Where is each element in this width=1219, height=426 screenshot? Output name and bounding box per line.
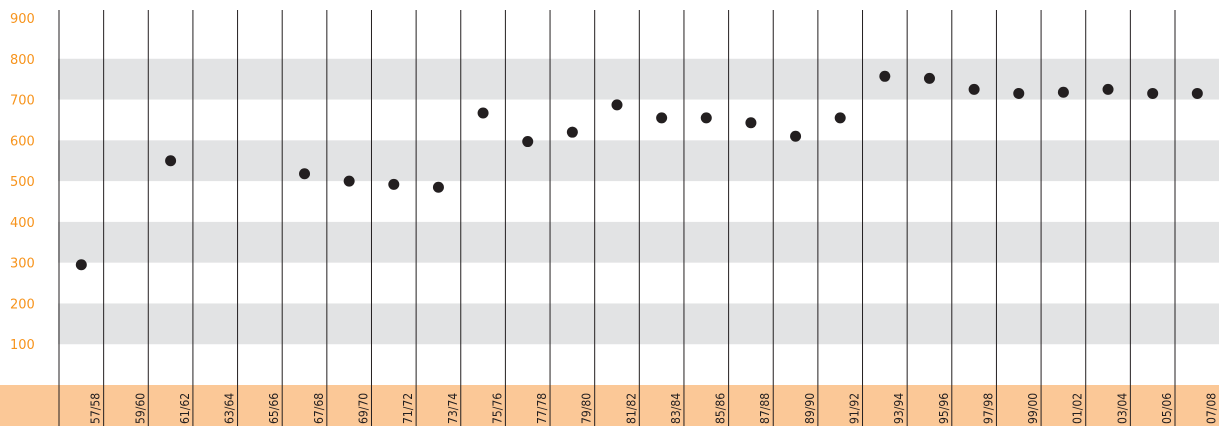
x-tick-label: 73/74 xyxy=(446,393,460,424)
data-point-83/84 xyxy=(656,112,668,124)
x-tick-label: 03/04 xyxy=(1115,393,1129,424)
x-tick-label: 89/90 xyxy=(803,393,817,424)
y-tick-label: 900 xyxy=(10,12,35,27)
band-500-600 xyxy=(58,140,1219,182)
data-point-91/92 xyxy=(834,112,846,124)
x-tick-label: 71/72 xyxy=(401,393,415,424)
x-tick-label: 99/00 xyxy=(1026,393,1040,424)
x-tick-label: 63/64 xyxy=(223,393,237,424)
data-point-81/82 xyxy=(611,99,623,111)
x-tick-label: 07/08 xyxy=(1205,393,1219,424)
data-point-87/88 xyxy=(745,117,757,129)
x-tick-label: 01/02 xyxy=(1071,393,1085,424)
data-point-67/68 xyxy=(299,168,311,180)
x-tick-label: 69/70 xyxy=(356,393,370,424)
y-tick-label: 800 xyxy=(10,53,35,68)
x-tick-label: 83/84 xyxy=(669,393,683,424)
data-point-69/70 xyxy=(343,175,355,187)
data-point-99/00 xyxy=(1013,87,1025,99)
data-point-03/04 xyxy=(1102,83,1114,95)
data-point-73/74 xyxy=(432,181,444,193)
data-point-05/06 xyxy=(1147,87,1159,99)
y-tick-label: 300 xyxy=(10,257,35,272)
x-tick-label: 75/76 xyxy=(490,393,504,424)
x-tick-label: 67/68 xyxy=(312,393,326,424)
data-point-89/90 xyxy=(790,130,802,142)
x-tick-label: 87/88 xyxy=(758,393,772,424)
x-tick-label: 85/86 xyxy=(714,393,728,424)
data-point-57/58 xyxy=(75,259,87,271)
x-tick-label: 95/96 xyxy=(937,393,951,424)
x-tick-label: 91/92 xyxy=(848,393,862,424)
x-tick-label: 59/60 xyxy=(133,393,147,424)
data-point-07/08 xyxy=(1191,87,1203,99)
x-tick-label: 61/62 xyxy=(178,393,192,424)
x-tick-label: 79/80 xyxy=(580,393,594,424)
x-axis-ticks: 57/58 59/60 61/62 63/64 65/66 67/68 69/70 71/72… xyxy=(89,393,1219,424)
y-tick-label: 100 xyxy=(10,338,35,353)
y-axis-ticks: 100 200 300 400 500 600 700 800 900 xyxy=(10,12,35,353)
data-points xyxy=(75,70,1203,271)
data-point-01/02 xyxy=(1057,86,1069,98)
data-point-61/62 xyxy=(165,155,177,167)
y-tick-label: 400 xyxy=(10,216,35,231)
data-point-77/78 xyxy=(522,136,534,148)
y-tick-label: 500 xyxy=(10,175,35,190)
x-tick-label: 97/98 xyxy=(981,393,995,424)
x-tick-label: 81/82 xyxy=(624,393,638,424)
data-point-71/72 xyxy=(388,178,400,190)
x-tick-label: 77/78 xyxy=(535,393,549,424)
y-tick-label: 600 xyxy=(10,134,35,149)
band-100-200 xyxy=(58,303,1219,345)
x-tick-label: 57/58 xyxy=(89,393,103,424)
data-point-75/76 xyxy=(477,107,489,119)
band-700-800 xyxy=(58,58,1219,100)
data-point-95/96 xyxy=(923,72,935,84)
band-300-400 xyxy=(58,221,1219,263)
y-tick-label: 200 xyxy=(10,297,35,312)
data-point-97/98 xyxy=(968,83,980,95)
y-tick-label: 700 xyxy=(10,94,35,109)
data-point-93/94 xyxy=(879,70,891,82)
x-tick-label: 05/06 xyxy=(1160,393,1174,424)
x-tick-label: 65/66 xyxy=(267,393,281,424)
x-tick-label: 93/94 xyxy=(892,393,906,424)
background-bands xyxy=(58,58,1219,345)
x-axis-strip xyxy=(0,385,1219,426)
data-point-85/86 xyxy=(700,112,712,124)
category-gridlines xyxy=(58,10,1176,426)
data-point-79/80 xyxy=(566,126,578,138)
